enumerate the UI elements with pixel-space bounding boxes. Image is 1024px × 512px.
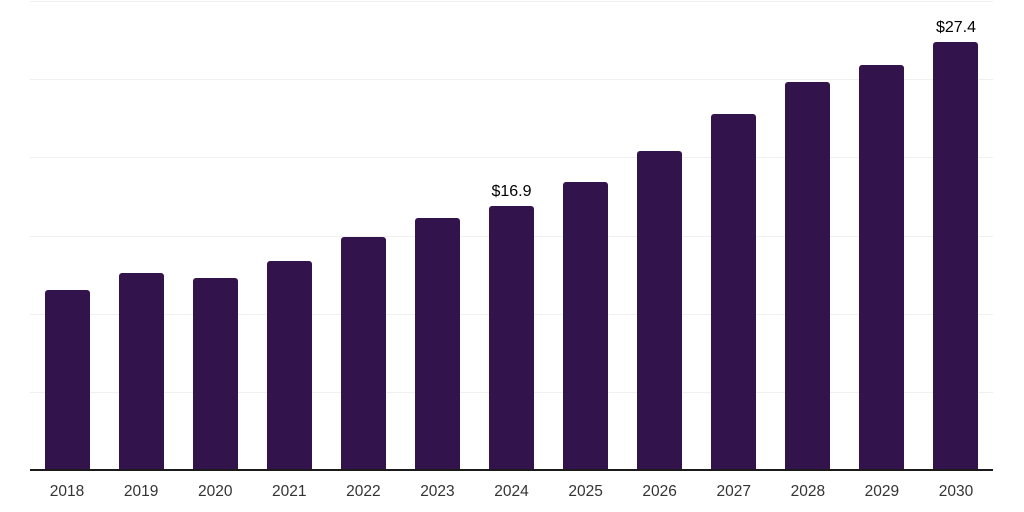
bar-2024 xyxy=(489,205,534,470)
bar-value-label-2024: $16.9 xyxy=(491,182,532,200)
bar-slot-2026 xyxy=(623,1,697,470)
x-tick-2027: 2027 xyxy=(716,483,751,500)
bar-slot-2025 xyxy=(549,1,623,470)
gridline-30 xyxy=(30,1,993,2)
bar-slot-2023 xyxy=(400,1,474,470)
bar-2027 xyxy=(711,113,757,470)
bar-2025 xyxy=(563,182,609,470)
x-tick-2025: 2025 xyxy=(568,483,603,500)
bar-2021 xyxy=(266,260,312,470)
gridline-25 xyxy=(30,79,993,81)
bar-2029 xyxy=(859,65,905,470)
bar-slot-2027 xyxy=(697,1,771,470)
bar-2019 xyxy=(118,273,164,470)
bar-slot-2030: $27.4 xyxy=(919,1,993,470)
bar-slot-2024: $16.9 xyxy=(474,1,548,470)
x-axis-labels: 2018 2019 2020 2021 2022 2023 2024 2025 2026 2027… xyxy=(30,480,993,504)
bar-2022 xyxy=(340,237,386,470)
bar-slot-2021 xyxy=(252,1,326,470)
bar-2030 xyxy=(933,41,979,470)
bar-2028 xyxy=(785,82,831,470)
x-tick-2029: 2029 xyxy=(864,483,900,500)
bars: $16.9 $27.4 xyxy=(30,1,993,470)
bar-slot-2029 xyxy=(845,1,919,470)
x-tick-2024: 2024 xyxy=(494,483,529,500)
bar-2018 xyxy=(44,290,90,470)
x-tick-2028: 2028 xyxy=(790,483,826,500)
x-tick-2018: 2018 xyxy=(49,483,85,500)
bar-slot-2020 xyxy=(178,1,252,470)
x-tick-2022: 2022 xyxy=(346,483,381,500)
x-tick-2026: 2026 xyxy=(642,483,677,500)
bar-2020 xyxy=(192,277,238,470)
gridline-20 xyxy=(30,157,993,159)
x-tick-2020: 2020 xyxy=(197,483,233,500)
x-tick-2023: 2023 xyxy=(420,483,455,500)
x-tick-2030: 2030 xyxy=(938,483,974,500)
x-tick-2021: 2021 xyxy=(272,483,307,500)
bar-slot-2018 xyxy=(30,1,104,470)
bar-slot-2022 xyxy=(326,1,400,470)
bar-2023 xyxy=(414,218,460,470)
plot-area: $16.9 $27.4 xyxy=(30,1,993,471)
bar-slot-2019 xyxy=(104,1,178,470)
x-axis-line xyxy=(30,469,993,471)
bar-slot-2028 xyxy=(771,1,845,470)
bar-value-label-2030: $27.4 xyxy=(935,18,976,36)
bar-2026 xyxy=(637,151,683,470)
x-tick-2019: 2019 xyxy=(123,483,159,500)
